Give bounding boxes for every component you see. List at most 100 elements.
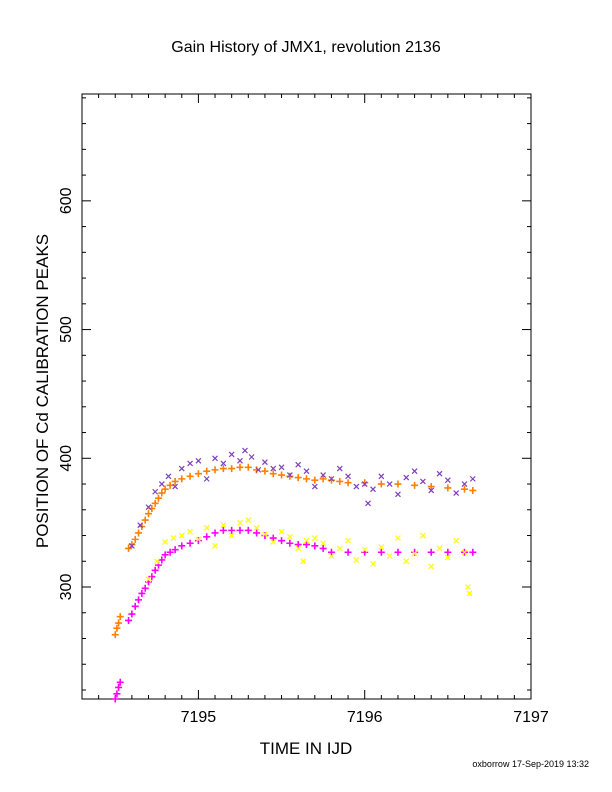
data-point (353, 557, 360, 563)
data-point (212, 542, 218, 549)
data-point (378, 473, 385, 480)
data-point (228, 451, 235, 458)
data-point (255, 466, 262, 473)
data-point (194, 470, 202, 478)
data-point (115, 619, 123, 627)
data-point (162, 539, 169, 545)
data-point (344, 548, 352, 556)
data-point (286, 472, 293, 478)
data-point (237, 457, 243, 464)
data-point (403, 558, 410, 565)
data-point (345, 537, 351, 544)
data-point (444, 484, 452, 492)
data-point (270, 539, 277, 545)
data-point (436, 470, 443, 477)
data-point (141, 516, 149, 524)
data-point (245, 517, 252, 523)
data-point (137, 522, 144, 529)
data-point (211, 529, 219, 537)
data-point (464, 584, 471, 590)
data-point (228, 526, 236, 534)
data-point (261, 467, 269, 475)
data-point (461, 549, 468, 556)
data-point (403, 474, 410, 481)
data-point (311, 476, 319, 484)
data-point (361, 546, 368, 553)
data-point (428, 487, 435, 494)
data-point (203, 533, 211, 541)
data-point (453, 490, 460, 496)
y-tick-label: 500 (58, 316, 75, 343)
data-point (211, 466, 219, 474)
data-point (125, 544, 133, 552)
data-point (303, 475, 310, 483)
data-point (294, 474, 302, 482)
data-point (186, 539, 194, 547)
data-point (378, 544, 385, 551)
data-point (262, 531, 268, 538)
data-point (154, 494, 162, 502)
data-point (469, 548, 477, 556)
data-point (219, 465, 227, 473)
data-point (172, 483, 179, 490)
data-point (194, 537, 202, 545)
data-point (466, 590, 473, 597)
data-point (469, 475, 476, 482)
data-point (269, 470, 277, 478)
data-point (395, 535, 401, 542)
data-point (171, 477, 179, 485)
data-point (219, 526, 227, 534)
data-point (460, 485, 468, 493)
data-point (453, 537, 460, 544)
data-point (461, 481, 468, 487)
data-point (336, 465, 343, 472)
data-point (178, 475, 186, 483)
data-point (170, 535, 177, 542)
x-tick-label: 7197 (513, 709, 549, 726)
data-point (187, 460, 194, 467)
data-point (248, 454, 255, 460)
data-point (419, 532, 426, 539)
data-point (394, 548, 402, 556)
y-tick-label: 600 (58, 187, 75, 214)
data-point (320, 540, 327, 547)
data-point (236, 526, 244, 534)
data-point (469, 486, 477, 494)
data-point (270, 465, 277, 472)
data-point (161, 551, 169, 559)
data-point (261, 532, 269, 540)
data-point (319, 544, 327, 552)
data-point (436, 545, 443, 552)
data-point (203, 467, 211, 475)
data-point (166, 481, 174, 489)
data-point (278, 537, 286, 545)
data-point (361, 479, 369, 487)
data-point (303, 541, 310, 549)
data-point (386, 553, 393, 560)
data-point (116, 613, 124, 621)
data-point (344, 479, 352, 487)
data-point (278, 464, 285, 471)
data-point (428, 563, 435, 570)
data-point (212, 455, 218, 462)
x-tick-label: 7195 (181, 709, 217, 726)
x-tick-label: 7196 (347, 709, 383, 726)
data-point (131, 535, 139, 543)
plot-area (81, 93, 532, 700)
data-point (411, 550, 418, 557)
data-point (186, 472, 194, 480)
data-point (203, 524, 210, 531)
data-point (135, 596, 143, 604)
data-point (444, 548, 452, 556)
data-point (166, 548, 174, 556)
data-point (319, 475, 327, 483)
data-point (158, 489, 166, 497)
data-point (228, 532, 235, 539)
data-point (377, 548, 385, 556)
data-point (244, 463, 252, 471)
data-point (153, 558, 160, 565)
data-point (370, 486, 376, 493)
data-point (295, 545, 302, 552)
data-point (128, 610, 136, 618)
